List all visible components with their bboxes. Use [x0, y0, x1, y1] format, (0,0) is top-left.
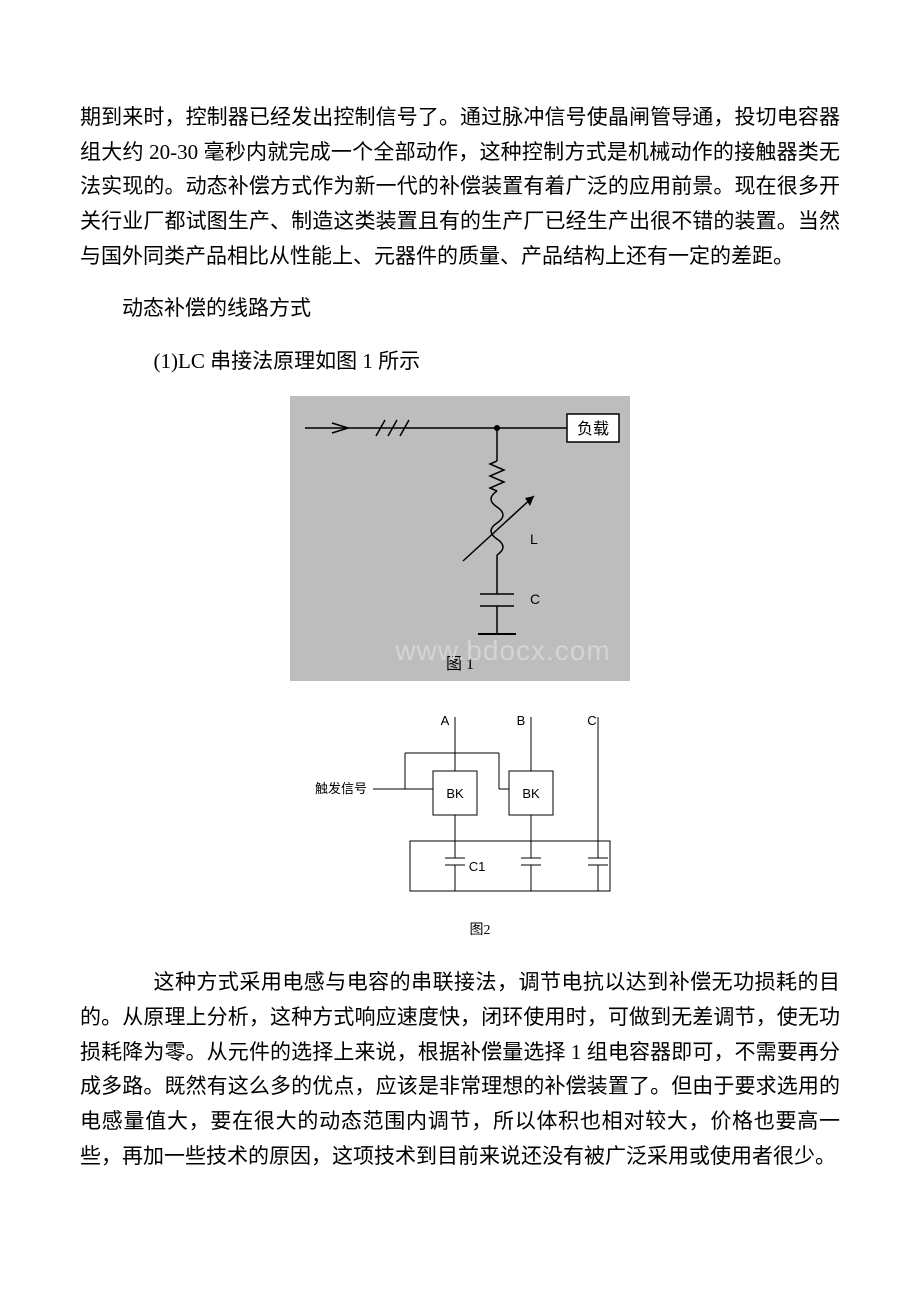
- paragraph-3: (1)LC 串接法原理如图 1 所示: [80, 344, 840, 379]
- bk-label-1: BK: [446, 786, 464, 801]
- cap-label: C1: [469, 859, 486, 874]
- paragraph-4: 这种方式采用电感与电容的串联接法，调节电抗以达到补偿无功损耗的目的。从原理上分析…: [80, 965, 840, 1173]
- phase-b-label: B: [517, 713, 526, 728]
- figure-2-caption: 图2: [470, 923, 491, 938]
- paragraph-1: 期到来时，控制器已经发出控制信号了。通过脉冲信号使晶闸管导通，投切电容器组大约 …: [80, 100, 840, 273]
- bk-label-2: BK: [522, 786, 540, 801]
- figure-2-svg: A B C 触发信号 BK BK: [305, 711, 615, 941]
- watermark-text: www.bdocx.com: [395, 635, 610, 667]
- inductor-label-text: L: [530, 531, 538, 547]
- phase-a-label: A: [441, 713, 450, 728]
- figure-1-wrapper: 负载 L C: [290, 396, 630, 681]
- figures-block: 负载 L C: [80, 396, 840, 941]
- load-label-text: 负载: [577, 420, 609, 438]
- figure-2: A B C 触发信号 BK BK: [305, 711, 615, 941]
- capacitor-label-text: C: [530, 591, 540, 607]
- phase-c-label: C: [587, 713, 596, 728]
- trigger-label: 触发信号: [315, 781, 367, 796]
- paragraph-2: 动态补偿的线路方式: [80, 291, 840, 326]
